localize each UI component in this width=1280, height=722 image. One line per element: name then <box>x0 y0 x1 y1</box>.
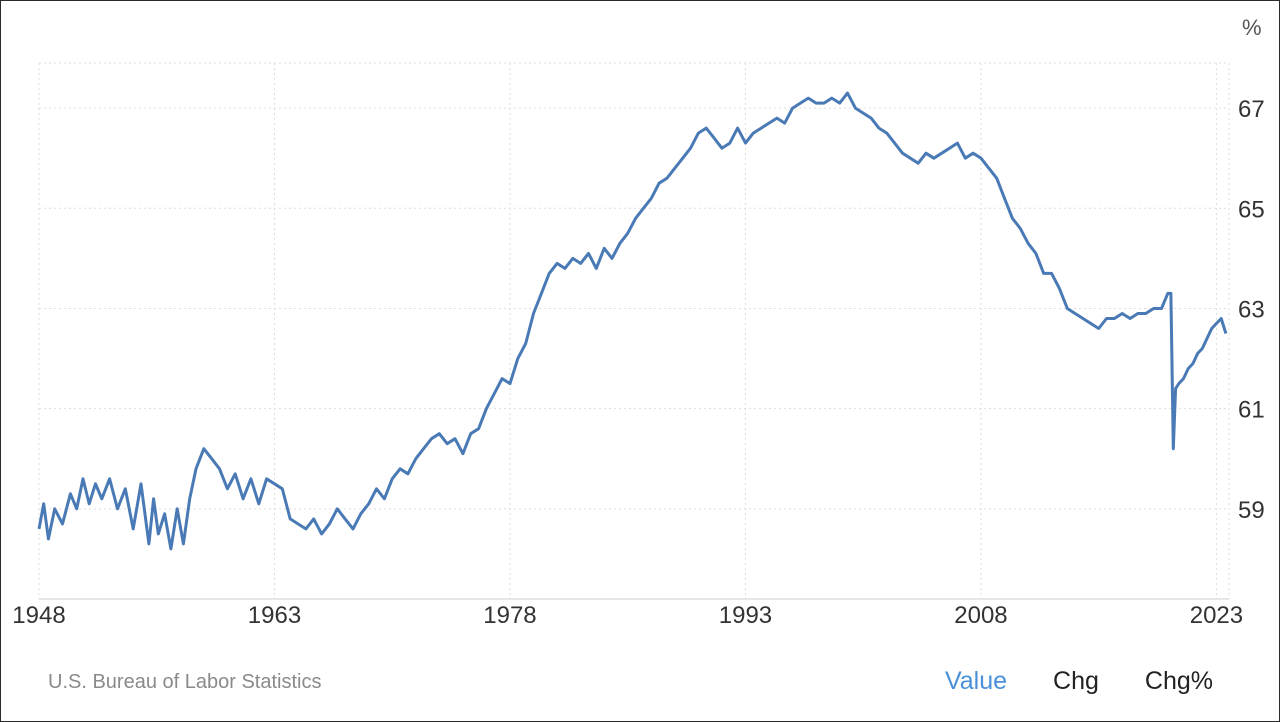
line-chart: 1948 1963 1978 1993 2008 2023 59 61 63 65 67 % <box>12 15 1265 629</box>
grid-lines <box>38 62 1230 599</box>
x-tick-label-3: 1993 <box>719 602 772 629</box>
x-tick-label-5: 2023 <box>1190 602 1243 629</box>
y-tick-label-4: 67 <box>1238 96 1265 123</box>
y-tick-label-3: 65 <box>1238 196 1265 223</box>
x-tick-label-1: 1963 <box>248 602 301 629</box>
tab-chg[interactable]: Chg <box>1053 667 1099 695</box>
y-tick-label-2: 63 <box>1238 296 1265 323</box>
y-tick-label-1: 61 <box>1238 397 1265 424</box>
series-line <box>37 91 1228 551</box>
tab-chg-pct[interactable]: Chg% <box>1144 667 1213 695</box>
x-tick-label-4: 2008 <box>954 602 1007 629</box>
x-tick-label-2: 1978 <box>483 602 536 629</box>
x-axis-ticks: 1948 1963 1978 1993 2008 2023 <box>12 602 1243 629</box>
source-label: U.S. Bureau of Labor Statistics <box>48 671 322 693</box>
x-tick-label-0: 1948 <box>12 602 65 629</box>
unit-label: % <box>1242 15 1262 40</box>
view-tabs: Value Chg Chg% <box>945 667 1213 696</box>
y-axis-ticks: 59 61 63 65 67 <box>1238 96 1265 524</box>
chart-footer: U.S. Bureau of Labor Statistics Value Ch… <box>1 661 1279 705</box>
y-tick-label-0: 59 <box>1238 497 1265 524</box>
tab-value[interactable]: Value <box>944 667 1008 695</box>
